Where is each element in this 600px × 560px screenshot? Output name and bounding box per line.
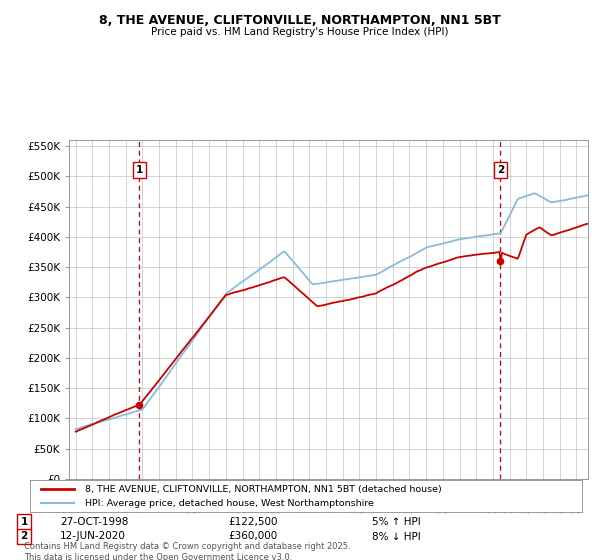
Text: Contains HM Land Registry data © Crown copyright and database right 2025.
This d: Contains HM Land Registry data © Crown c… <box>24 543 350 560</box>
Text: 2: 2 <box>20 531 28 542</box>
Text: HPI: Average price, detached house, West Northamptonshire: HPI: Average price, detached house, West… <box>85 499 374 508</box>
Text: 12-JUN-2020: 12-JUN-2020 <box>60 531 126 542</box>
Text: 2: 2 <box>497 165 504 175</box>
Text: 5% ↑ HPI: 5% ↑ HPI <box>372 517 421 527</box>
Text: £360,000: £360,000 <box>228 531 277 542</box>
Text: 1: 1 <box>136 165 143 175</box>
Text: Price paid vs. HM Land Registry's House Price Index (HPI): Price paid vs. HM Land Registry's House … <box>151 27 449 37</box>
Text: 27-OCT-1998: 27-OCT-1998 <box>60 517 128 527</box>
Text: 1: 1 <box>20 517 28 527</box>
Text: 8, THE AVENUE, CLIFTONVILLE, NORTHAMPTON, NN1 5BT (detached house): 8, THE AVENUE, CLIFTONVILLE, NORTHAMPTON… <box>85 484 442 493</box>
Text: £122,500: £122,500 <box>228 517 277 527</box>
Text: 8, THE AVENUE, CLIFTONVILLE, NORTHAMPTON, NN1 5BT: 8, THE AVENUE, CLIFTONVILLE, NORTHAMPTON… <box>99 14 501 27</box>
Text: 8% ↓ HPI: 8% ↓ HPI <box>372 531 421 542</box>
